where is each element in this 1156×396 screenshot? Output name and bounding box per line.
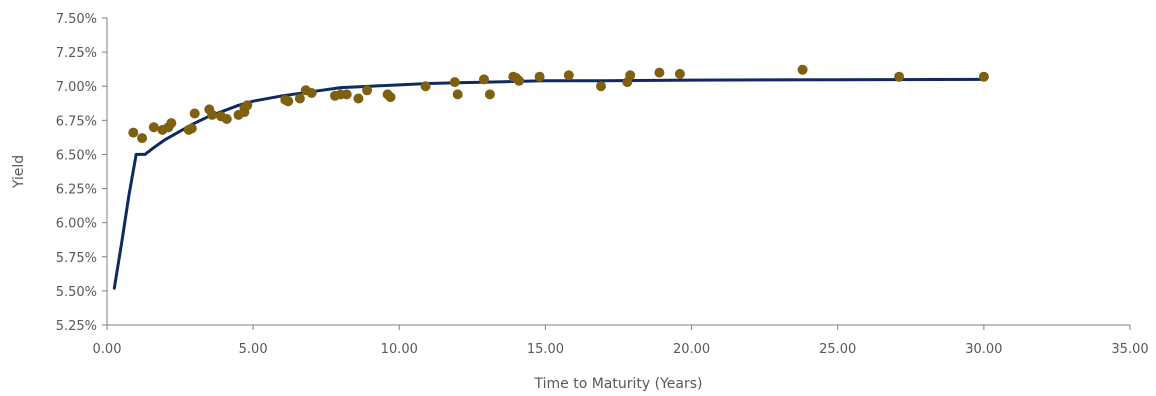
axes: [102, 17, 1131, 330]
scatter-point: [479, 74, 489, 85]
scatter-point: [978, 71, 989, 82]
scatter-point: [306, 88, 317, 98]
fitted-curve-layer: [112, 77, 986, 290]
scatter-point: [221, 114, 232, 124]
y-tick-label: 6.50%: [56, 148, 97, 163]
scatter-point: [341, 89, 352, 100]
scatter-point: [563, 70, 574, 81]
y-axis-title: Yield: [11, 155, 27, 189]
x-tick-label: 5.00: [239, 342, 268, 357]
y-axis-tick-labels: 5.25% 5.50% 5.75% 6.00% 6.25% 6.50% 6.75% 7.00%…: [56, 12, 97, 334]
scatter-point: [242, 100, 253, 111]
x-tick-label: 15.00: [527, 342, 564, 357]
scatter-point: [186, 123, 197, 134]
scatter-point: [166, 118, 177, 129]
x-tick-label: 35.00: [1111, 342, 1148, 357]
scatter-point: [534, 71, 545, 82]
scatter-points-layer: [128, 64, 989, 144]
x-axis-tick-labels: 0.00 5.00 10.00 15.00 20.00 25.00 30.00 35.00: [93, 342, 1149, 357]
scatter-point: [362, 85, 373, 96]
y-tick-label: 5.75%: [56, 251, 97, 266]
x-tick-label: 0.00: [93, 342, 122, 357]
y-tick-label: 6.00%: [56, 217, 97, 232]
y-tick-label: 5.50%: [56, 285, 97, 300]
scatter-point: [452, 89, 463, 100]
x-tick-label: 20.00: [673, 342, 710, 357]
scatter-point: [189, 108, 200, 119]
y-tick-label: 6.75%: [56, 114, 97, 129]
x-tick-label: 30.00: [965, 342, 1002, 357]
scatter-point: [148, 122, 159, 133]
scatter-point: [596, 81, 606, 92]
fitted-curve-line: [112, 77, 986, 290]
scatter-point: [353, 93, 364, 104]
x-tick-label: 10.00: [381, 342, 418, 357]
x-tick-label: 25.00: [819, 342, 856, 357]
scatter-point: [654, 67, 665, 78]
scatter-point: [514, 75, 525, 86]
scatter-point: [294, 93, 305, 104]
scatter-point: [797, 64, 808, 75]
y-tick-label: 7.25%: [56, 46, 97, 61]
scatter-point: [894, 71, 905, 82]
scatter-point: [625, 70, 636, 81]
y-tick-label: 7.50%: [56, 12, 97, 27]
scatter-point: [484, 89, 495, 100]
y-tick-label: 7.00%: [56, 80, 97, 95]
scatter-point: [283, 96, 294, 107]
scatter-point: [137, 133, 148, 144]
scatter-point: [128, 127, 139, 138]
scatter-point: [385, 92, 396, 103]
scatter-point: [449, 77, 460, 88]
y-tick-label: 5.25%: [56, 319, 97, 334]
x-axis-title: Time to Maturity (Years): [534, 376, 703, 392]
scatter-point: [420, 81, 431, 92]
scatter-point: [207, 109, 218, 120]
y-tick-label: 6.25%: [56, 183, 97, 198]
scatter-point: [674, 68, 685, 79]
